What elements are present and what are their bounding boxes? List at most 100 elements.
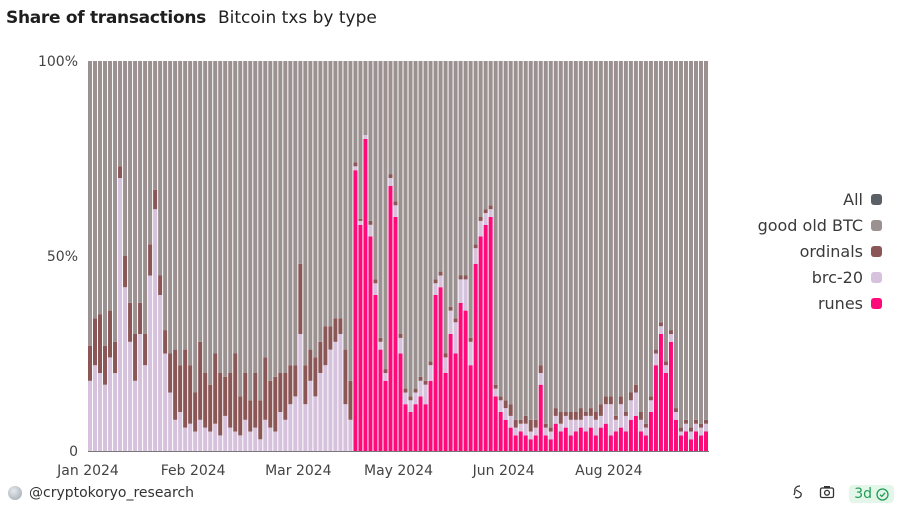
bar-brc-20 — [328, 349, 333, 451]
legend-item-brc-20[interactable]: brc-20 — [758, 264, 882, 290]
bar-ordinals — [273, 376, 278, 432]
bar-brc-20 — [418, 380, 423, 397]
bar-brc-20 — [398, 337, 403, 354]
bar-brc-20 — [283, 419, 288, 451]
bar-good-old-btc — [518, 61, 523, 420]
refresh-badge[interactable]: 3d — [849, 485, 894, 503]
bar-good-old-btc — [698, 61, 703, 424]
bar-ordinals — [213, 353, 218, 424]
bar-brc-20 — [588, 415, 593, 428]
bar-brc-20 — [103, 384, 108, 451]
bar-brc-20 — [128, 341, 133, 451]
bar-ordinals — [193, 392, 198, 432]
bar-ordinals — [448, 306, 453, 311]
bar-good-old-btc — [358, 61, 363, 219]
bar-brc-20 — [148, 275, 153, 451]
bar-brc-20 — [613, 419, 618, 432]
bar-runes — [468, 365, 473, 451]
chart-title: Share of transactions — [6, 8, 206, 28]
bar-good-old-btc — [513, 61, 518, 420]
bar-good-old-btc — [493, 61, 498, 385]
bar-brc-20 — [213, 423, 218, 451]
footer-author[interactable]: @cryptokoryo_research — [8, 485, 194, 501]
bar-good-old-btc — [488, 61, 493, 206]
bar-good-old-btc — [98, 61, 103, 315]
bar-ordinals — [298, 263, 303, 334]
bar-ordinals — [318, 341, 323, 373]
bar-ordinals — [698, 423, 703, 428]
x-tick-label: May 2024 — [364, 463, 433, 479]
bar-runes — [568, 435, 573, 451]
bar-good-old-btc — [308, 61, 313, 350]
bar-runes — [613, 431, 618, 451]
bar-good-old-btc — [398, 61, 403, 334]
bar-ordinals — [123, 256, 128, 288]
bar-good-old-btc — [423, 61, 428, 381]
bar-good-old-btc — [453, 61, 458, 319]
bar-brc-20 — [408, 400, 413, 412]
bar-brc-20 — [623, 415, 628, 432]
legend-item-good-old-btc[interactable]: good old BTC — [758, 212, 882, 238]
bar-ordinals — [218, 373, 223, 436]
camera-icon[interactable] — [819, 485, 835, 503]
bar-ordinals — [343, 349, 348, 405]
bar-ordinals — [368, 220, 373, 225]
bar-ordinals — [583, 412, 588, 416]
bar-ordinals — [88, 345, 93, 381]
bar-brc-20 — [413, 392, 418, 405]
bar-brc-20 — [368, 224, 373, 237]
bar-brc-20 — [143, 365, 148, 451]
bar-ordinals — [688, 427, 693, 432]
bar-ordinals — [103, 345, 108, 385]
bar-ordinals — [148, 244, 153, 276]
bar-brc-20 — [548, 431, 553, 440]
bug-icon[interactable] — [791, 484, 805, 504]
bar-brc-20 — [448, 310, 453, 334]
bar-good-old-btc — [403, 61, 408, 389]
bar-good-old-btc — [198, 61, 203, 342]
bar-brc-20 — [468, 341, 473, 366]
bar-brc-20 — [683, 423, 688, 432]
legend-swatch — [871, 245, 882, 257]
bar-good-old-btc — [273, 61, 278, 377]
bar-good-old-btc — [303, 61, 308, 366]
bar-good-old-btc — [163, 61, 168, 331]
bar-brc-20 — [318, 373, 323, 451]
bar-brc-20 — [533, 427, 538, 436]
legend-item-all[interactable]: All — [758, 186, 882, 212]
x-tick-label: Jan 2024 — [56, 463, 119, 479]
bar-good-old-btc — [558, 61, 563, 412]
bar-good-old-btc — [413, 61, 418, 389]
bar-runes — [533, 435, 538, 451]
bar-brc-20 — [473, 248, 478, 264]
legend-item-runes[interactable]: runes — [758, 290, 882, 316]
bar-brc-20 — [193, 431, 198, 451]
author-name[interactable]: @cryptokoryo_research — [29, 485, 195, 501]
bar-good-old-btc — [613, 61, 618, 416]
bar-good-old-btc — [208, 61, 213, 385]
bar-runes — [503, 419, 508, 451]
bar-good-old-btc — [618, 61, 623, 397]
bar-brc-20 — [653, 353, 658, 366]
bar-ordinals — [483, 209, 488, 214]
bar-brc-20 — [323, 365, 328, 451]
bar-brc-20 — [563, 415, 568, 428]
bar-brc-20 — [308, 380, 313, 451]
bar-ordinals — [588, 408, 593, 416]
bar-runes — [678, 435, 683, 451]
bar-good-old-btc — [238, 61, 243, 397]
bar-good-old-btc — [648, 61, 653, 397]
legend-item-ordinals[interactable]: ordinals — [758, 238, 882, 264]
bar-brc-20 — [278, 412, 283, 451]
bar-brc-20 — [603, 404, 608, 424]
bar-brc-20 — [483, 213, 488, 225]
bar-runes — [383, 380, 388, 451]
bar-ordinals — [703, 419, 708, 424]
bar-runes — [483, 224, 488, 451]
bar-brc-20 — [503, 408, 508, 420]
bar-ordinals — [93, 318, 98, 366]
x-tick-label: Mar 2024 — [265, 463, 332, 479]
bar-brc-20 — [363, 135, 368, 139]
bar-good-old-btc — [683, 61, 688, 420]
